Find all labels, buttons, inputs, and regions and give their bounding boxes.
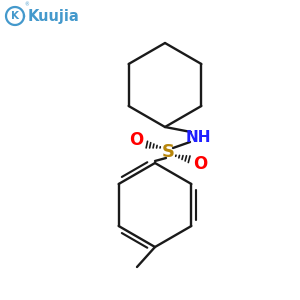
Text: K: K (11, 11, 19, 21)
Text: O: O (193, 155, 207, 173)
Text: O: O (129, 131, 143, 149)
Text: NH: NH (185, 130, 211, 145)
Text: Kuujia: Kuujia (28, 8, 80, 23)
Text: S: S (161, 143, 175, 161)
Text: ®: ® (25, 2, 29, 7)
